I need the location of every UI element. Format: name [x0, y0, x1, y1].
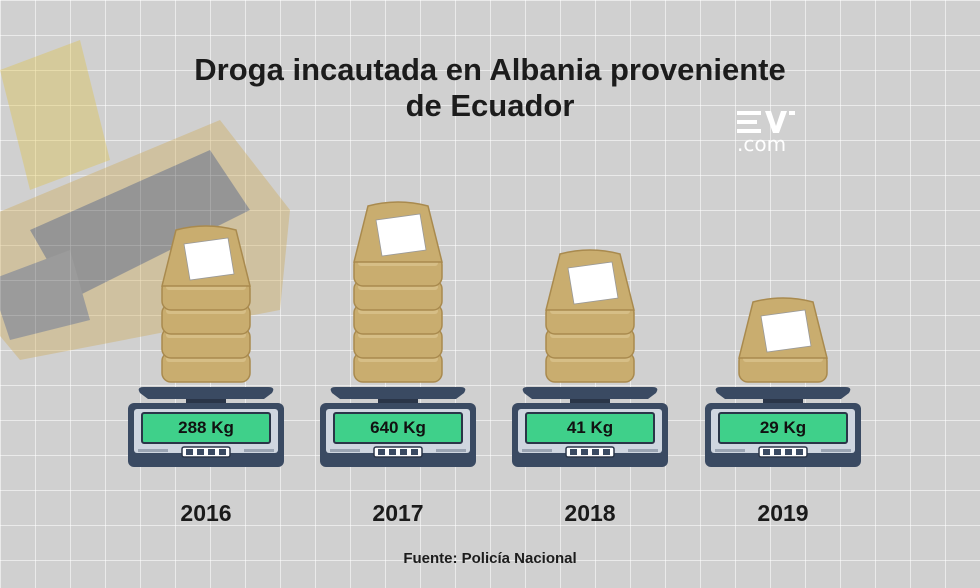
scale-button [208, 449, 215, 455]
bar-group: 29 Kg 2019 [703, 0, 863, 588]
package-label [760, 309, 812, 353]
package-stack [353, 201, 443, 383]
scale-stem [763, 399, 803, 403]
scale-button [785, 449, 792, 455]
scale-button [603, 449, 610, 455]
scale-stem [186, 399, 226, 403]
background-package-image [0, 40, 290, 360]
scale-button [411, 449, 418, 455]
scale-detail [138, 449, 168, 452]
scale-detail [628, 449, 658, 452]
scale-stem [378, 399, 418, 403]
scale-detail [715, 449, 745, 452]
package-stack [738, 297, 828, 383]
package-top [161, 225, 251, 287]
ecuavisa-logo: .com [735, 108, 797, 156]
scale-detail [244, 449, 274, 452]
bar-group: 640 Kg 2017 [318, 0, 478, 588]
x-tick-label: 2019 [757, 500, 809, 526]
package-stack [161, 225, 251, 383]
package-top [353, 201, 443, 263]
scale-plate [138, 387, 274, 399]
data-label: 640 Kg [370, 418, 426, 437]
package-label [567, 261, 619, 305]
scale-detail [436, 449, 466, 452]
scale-button [774, 449, 781, 455]
chart-title: Droga incautada en Albania proveniente d… [194, 52, 786, 123]
scale-button [763, 449, 770, 455]
scale-detail [522, 449, 552, 452]
x-tick-label: 2018 [564, 500, 616, 526]
scale-detail [821, 449, 851, 452]
scale-buttons [758, 446, 808, 458]
data-label: 41 Kg [566, 418, 614, 437]
package-stack [545, 249, 635, 383]
scale-button [796, 449, 803, 455]
scale-display [718, 412, 848, 444]
scale-button [186, 449, 193, 455]
data-label: 29 Kg [759, 418, 807, 437]
package-label [375, 213, 427, 257]
scale-icon [128, 387, 284, 467]
scale-buttons [565, 446, 615, 458]
scale-button [197, 449, 204, 455]
scale-button [378, 449, 385, 455]
scale-icon [705, 387, 861, 467]
scale-button [389, 449, 396, 455]
scale-button [581, 449, 588, 455]
scale-buttons [181, 446, 231, 458]
x-tick-label: 2016 [180, 500, 232, 526]
bar-group: 41 Kg 2018 [510, 0, 670, 588]
scale-plate [522, 387, 658, 399]
bar-group: 288 Kg 2016 [126, 0, 286, 588]
scale-icon [320, 387, 476, 467]
data-label: 288 Kg [178, 418, 234, 437]
scale-display [525, 412, 655, 444]
scale-stem [570, 399, 610, 403]
logo-com-text: .com [737, 132, 787, 156]
scale-icon [512, 387, 668, 467]
scale-button [400, 449, 407, 455]
scale-plate [330, 387, 466, 399]
scale-display [333, 412, 463, 444]
scale-button [570, 449, 577, 455]
scale-detail [330, 449, 360, 452]
scale-display [141, 412, 271, 444]
source-note: Fuente: Policía Nacional [403, 550, 577, 567]
package-top [545, 249, 635, 311]
package-top [738, 297, 828, 359]
scale-button [592, 449, 599, 455]
scale-plate [715, 387, 851, 399]
package-label [183, 237, 235, 281]
ev-logo-icon [737, 111, 795, 133]
x-tick-label: 2017 [372, 500, 424, 526]
scale-buttons [373, 446, 423, 458]
scale-button [219, 449, 226, 455]
